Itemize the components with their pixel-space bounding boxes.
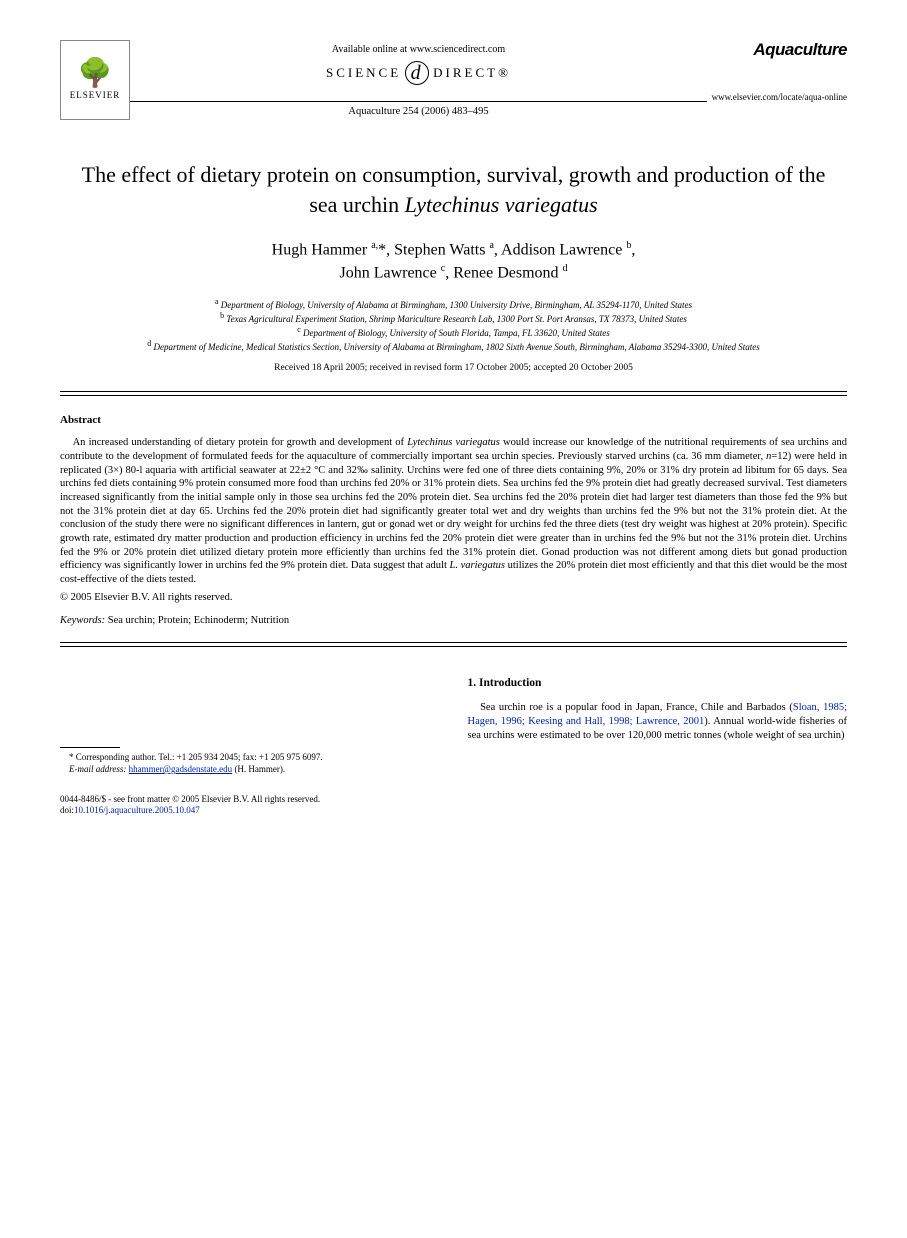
introduction-heading: 1. Introduction [468, 677, 848, 689]
journal-reference: Aquaculture 254 (2006) 483–495 [130, 106, 707, 117]
journal-name: Aquaculture [707, 40, 847, 60]
keywords-label: Keywords: [60, 615, 105, 626]
sciencedirect-logo: SCIENCE d DIRECT® [326, 61, 511, 85]
abstract-body: An increased understanding of dietary pr… [60, 436, 847, 586]
rule-below-keywords-thin [60, 646, 847, 647]
corresponding-author-footnote: * Corresponding author. Tel.: +1 205 934… [60, 752, 440, 764]
keywords: Keywords: Sea urchin; Protein; Echinoder… [60, 615, 847, 626]
header-rule [130, 101, 707, 102]
email-label: E-mail address: [69, 764, 126, 774]
sd-right: DIRECT® [433, 65, 511, 81]
footnote-rule [60, 747, 120, 748]
author-email[interactable]: hhammer@gadsdenstate.edu [129, 764, 233, 774]
article-dates: Received 18 April 2005; received in revi… [60, 363, 847, 373]
affiliations: a Department of Biology, University of A… [60, 297, 847, 354]
issn-line: 0044-8486/$ - see front matter © 2005 El… [60, 794, 847, 806]
doi-link[interactable]: 10.1016/j.aquaculture.2005.10.047 [74, 805, 200, 815]
abstract-heading: Abstract [60, 414, 847, 426]
header-center: Available online at www.sciencedirect.co… [130, 40, 707, 117]
keywords-text: Sea urchin; Protein; Echinoderm; Nutriti… [105, 615, 289, 626]
body-columns: * Corresponding author. Tel.: +1 205 934… [60, 677, 847, 775]
doi-line: doi:10.1016/j.aquaculture.2005.10.047 [60, 805, 847, 817]
rule-above-abstract-thick [60, 391, 847, 392]
email-tail: (H. Hammer). [232, 764, 285, 774]
page-footer: 0044-8486/$ - see front matter © 2005 El… [60, 794, 847, 817]
right-column: 1. Introduction Sea urchin roe is a popu… [468, 677, 848, 775]
available-online-text: Available online at www.sciencedirect.co… [130, 44, 707, 55]
sd-d-icon: d [405, 61, 429, 85]
email-footnote: E-mail address: hhammer@gadsdenstate.edu… [60, 764, 440, 776]
author-list: Hugh Hammer a,*, Stephen Watts a, Addiso… [60, 239, 847, 284]
introduction-paragraph: Sea urchin roe is a popular food in Japa… [468, 701, 848, 742]
elsevier-logo: 🌳 ELSEVIER [60, 40, 130, 120]
journal-brand: Aquaculture www.elsevier.com/locate/aqua… [707, 40, 847, 102]
article-title: The effect of dietary protein on consump… [80, 160, 827, 219]
left-column: * Corresponding author. Tel.: +1 205 934… [60, 677, 440, 775]
doi-label: doi: [60, 805, 74, 815]
title-species: Lytechinus variegatus [405, 192, 598, 217]
journal-url: www.elsevier.com/locate/aqua-online [707, 92, 847, 102]
elsevier-label: ELSEVIER [70, 90, 121, 100]
abstract-copyright: © 2005 Elsevier B.V. All rights reserved… [60, 592, 847, 603]
sd-left: SCIENCE [326, 65, 401, 81]
rule-above-abstract-thin [60, 395, 847, 396]
rule-below-keywords-thick [60, 642, 847, 643]
journal-header: 🌳 ELSEVIER Available online at www.scien… [60, 40, 847, 120]
elsevier-tree-icon: 🌳 [78, 60, 113, 88]
